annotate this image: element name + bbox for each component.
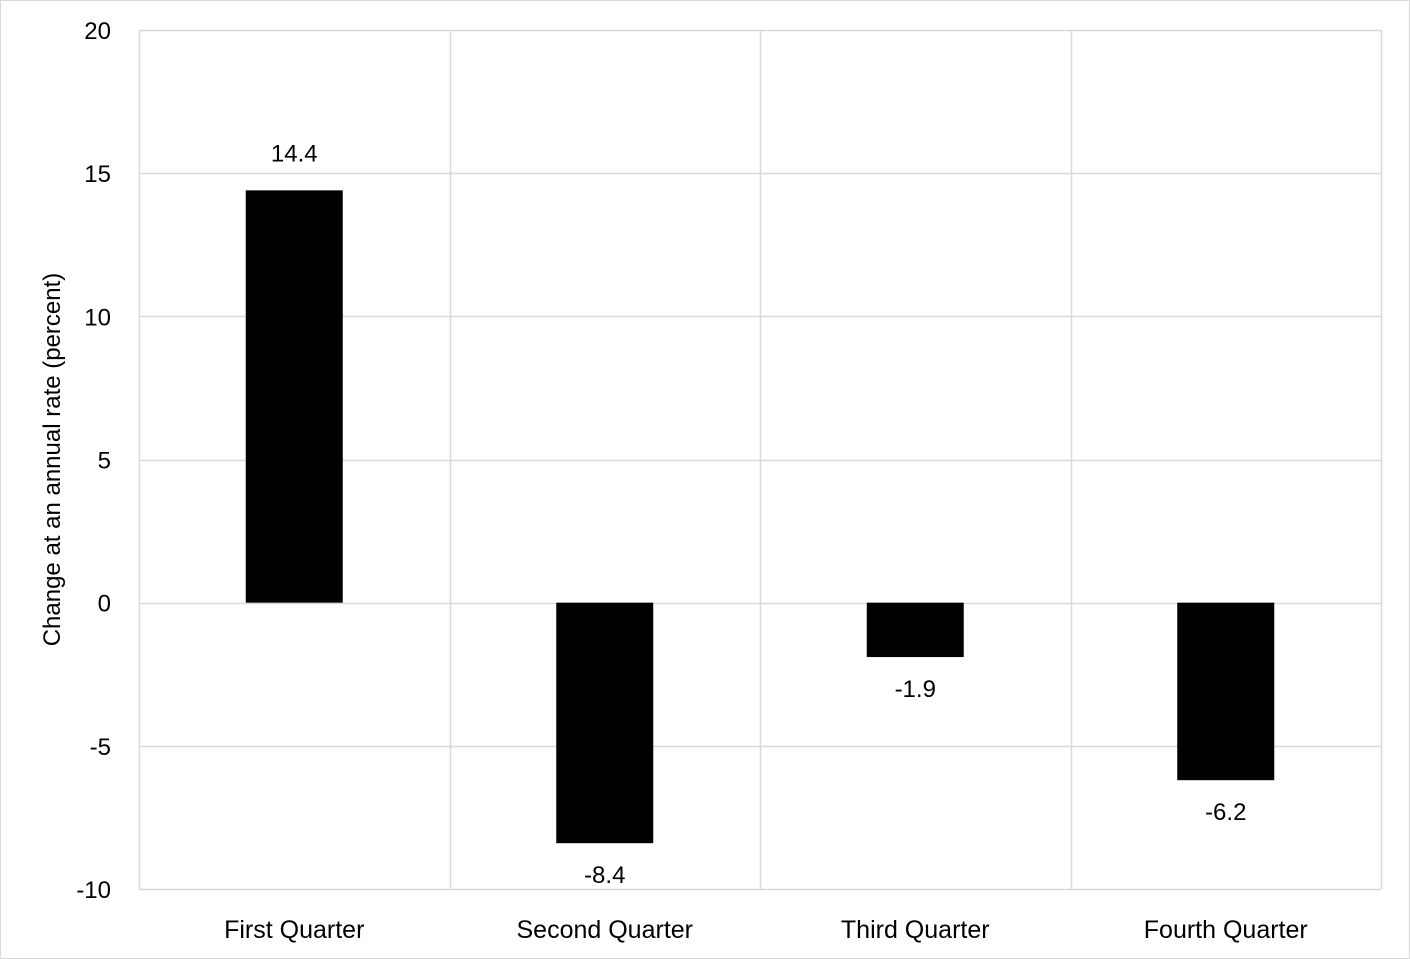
x-category-label: Fourth Quarter	[1144, 916, 1308, 944]
y-tick-label: 5	[98, 448, 111, 475]
bar	[556, 602, 654, 844]
y-tick-label: 15	[84, 161, 111, 188]
bar	[245, 190, 343, 603]
bar	[866, 602, 964, 658]
labels: 20 15 10 5 0 -5 -10 14.4 First Quarter -8.4 Second…	[76, 18, 1307, 944]
y-tick-label: 10	[84, 304, 111, 331]
bars	[245, 190, 1275, 844]
bar	[1177, 602, 1275, 781]
y-tick-label: -10	[76, 877, 111, 904]
y-tick-label: 20	[84, 18, 111, 45]
y-axis-title: Change at an annual rate (percent)	[39, 273, 66, 647]
x-category-label: Second Quarter	[517, 916, 694, 944]
data-label: -6.2	[1205, 799, 1246, 826]
x-category-label: Third Quarter	[841, 916, 990, 944]
data-label: -8.4	[584, 862, 625, 889]
data-label: 14.4	[271, 140, 318, 167]
y-tick-label: 0	[98, 591, 111, 618]
x-category-label: First Quarter	[224, 916, 364, 944]
y-tick-label: -5	[90, 734, 111, 761]
gridlines	[138, 29, 1383, 891]
data-label: -1.9	[895, 676, 936, 703]
